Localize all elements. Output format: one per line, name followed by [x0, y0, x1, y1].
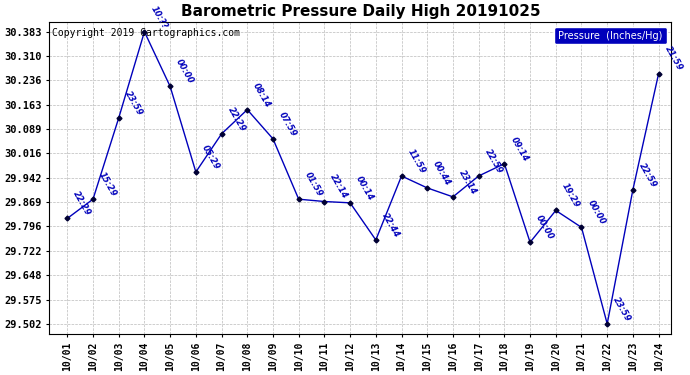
Text: 10:??: 10:?? [148, 5, 169, 31]
Text: 22:29: 22:29 [226, 105, 247, 133]
Text: 11:59: 11:59 [406, 147, 427, 175]
Text: 21:59: 21:59 [663, 45, 684, 73]
Text: 00:44: 00:44 [431, 159, 453, 187]
Text: 05:29: 05:29 [200, 144, 221, 171]
Text: 22:59: 22:59 [483, 147, 504, 175]
Text: 00:00: 00:00 [175, 58, 195, 86]
Text: 23:59: 23:59 [123, 89, 144, 117]
Text: 00:00: 00:00 [586, 199, 607, 226]
Text: 23:59: 23:59 [611, 296, 633, 323]
Text: 22:29: 22:29 [72, 190, 92, 217]
Text: 22:44: 22:44 [380, 211, 401, 239]
Text: 00:00: 00:00 [534, 214, 555, 242]
Text: 01:59: 01:59 [303, 171, 324, 198]
Legend: Pressure  (Inches/Hg): Pressure (Inches/Hg) [555, 27, 667, 44]
Text: 23:14: 23:14 [457, 168, 478, 196]
Text: 09:14: 09:14 [509, 135, 530, 163]
Text: 07:59: 07:59 [277, 110, 298, 138]
Text: 00:14: 00:14 [354, 174, 375, 202]
Text: 15:29: 15:29 [97, 171, 119, 198]
Text: 08:14: 08:14 [251, 81, 273, 109]
Text: Copyright 2019 Cartographics.com: Copyright 2019 Cartographics.com [52, 28, 240, 38]
Text: 22:14: 22:14 [328, 173, 350, 201]
Text: 22:59: 22:59 [637, 161, 658, 189]
Title: Barometric Pressure Daily High 20191025: Barometric Pressure Daily High 20191025 [181, 4, 540, 19]
Text: 19:29: 19:29 [560, 182, 581, 210]
